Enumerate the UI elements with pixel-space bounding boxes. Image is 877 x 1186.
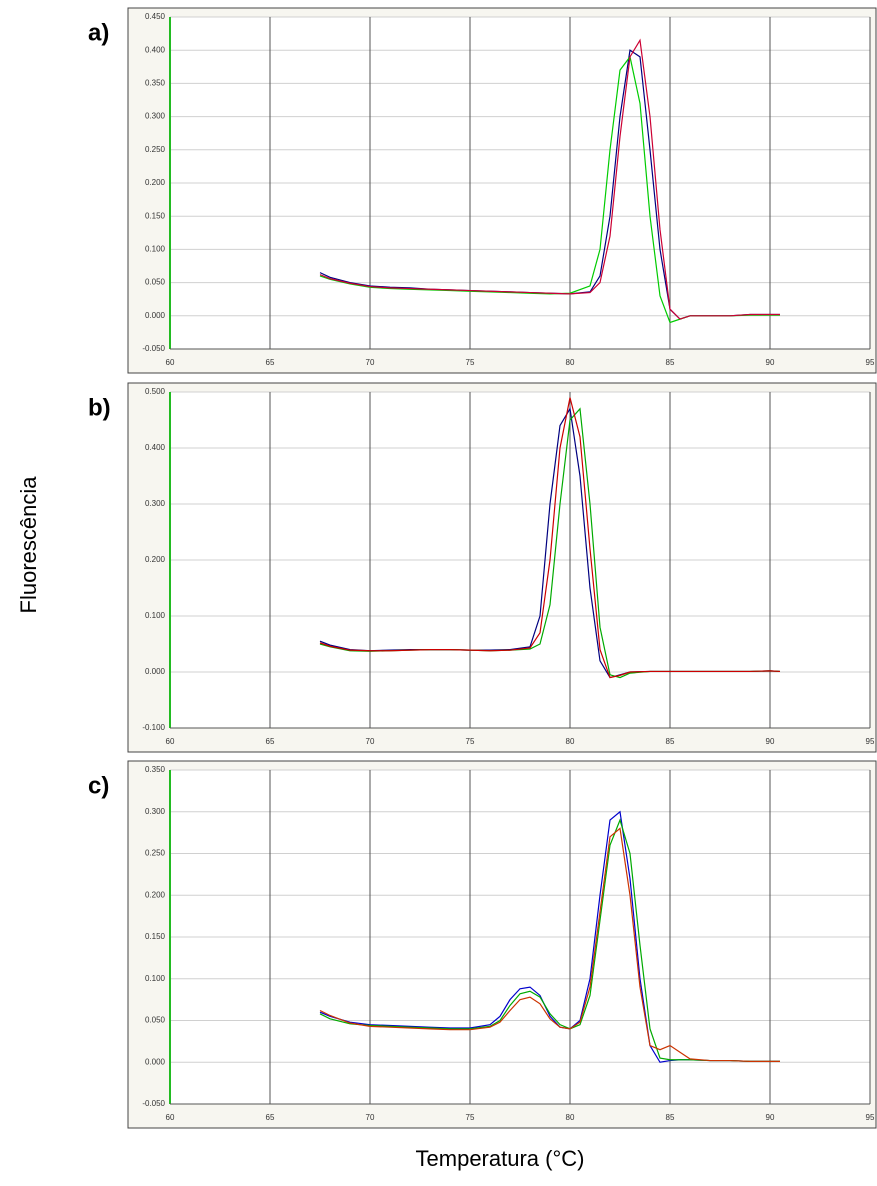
x-axis-title: Temperatura (°C)	[416, 1146, 585, 1171]
x-tick-label: 90	[766, 737, 775, 746]
x-tick-label: 75	[466, 737, 475, 746]
series-line	[319, 827, 780, 1063]
x-tick-label: 90	[766, 1113, 775, 1122]
y-tick-label: 0.000	[145, 311, 166, 320]
x-tick-label: 80	[566, 737, 575, 746]
panel-label: c)	[88, 772, 109, 799]
y-tick-label: 0.250	[145, 849, 166, 858]
x-tick-label: 80	[566, 358, 575, 367]
y-tick-label: 0.450	[145, 12, 166, 21]
y-tick-label: 0.000	[145, 667, 166, 676]
x-tick-label: 60	[166, 737, 175, 746]
y-tick-label: 0.300	[145, 807, 166, 816]
x-tick-label: 95	[866, 737, 875, 746]
y-tick-label: 0.000	[145, 1057, 166, 1066]
y-tick-label: -0.050	[142, 1099, 165, 1108]
y-tick-label: 0.350	[145, 79, 166, 88]
y-tick-label: 0.200	[145, 178, 166, 187]
y-axis-title: Fluorescência	[16, 476, 41, 614]
x-tick-label: 65	[266, 358, 275, 367]
x-tick-label: 95	[866, 358, 875, 367]
x-tick-label: 65	[266, 1113, 275, 1122]
y-tick-label: 0.300	[145, 499, 166, 508]
y-tick-label: 0.200	[145, 555, 166, 564]
x-tick-label: 95	[866, 1113, 875, 1122]
y-tick-label: 0.300	[145, 112, 166, 121]
x-tick-label: 60	[166, 1113, 175, 1122]
y-tick-label: -0.100	[142, 723, 165, 732]
y-tick-label: 0.400	[145, 443, 166, 452]
y-tick-label: 0.100	[145, 245, 166, 254]
y-tick-label: 0.200	[145, 890, 166, 899]
y-tick-label: 0.400	[145, 45, 166, 54]
panel-label: a)	[88, 19, 109, 46]
series-line	[319, 397, 781, 679]
y-tick-label: 0.500	[145, 387, 166, 396]
x-tick-label: 85	[666, 358, 675, 367]
y-tick-label: 0.150	[145, 211, 166, 220]
y-tick-label: 0.350	[145, 765, 166, 774]
x-tick-label: 65	[266, 737, 275, 746]
series-line	[319, 38, 780, 320]
x-tick-label: 70	[366, 1113, 375, 1122]
y-tick-label: 0.050	[145, 278, 166, 287]
panel-label: b)	[88, 394, 111, 421]
x-tick-label: 75	[466, 1113, 475, 1122]
x-tick-label: 85	[666, 1113, 675, 1122]
x-tick-label: 85	[666, 737, 675, 746]
y-tick-label: -0.050	[142, 344, 165, 353]
x-tick-label: 75	[466, 358, 475, 367]
x-tick-label: 70	[366, 358, 375, 367]
x-tick-label: 60	[166, 358, 175, 367]
y-tick-label: 0.250	[145, 145, 166, 154]
x-tick-label: 90	[766, 358, 775, 367]
x-tick-label: 80	[566, 1113, 575, 1122]
y-tick-label: 0.100	[145, 611, 166, 620]
y-tick-label: 0.150	[145, 932, 166, 941]
x-tick-label: 70	[366, 737, 375, 746]
y-tick-label: 0.050	[145, 1016, 166, 1025]
y-tick-label: 0.100	[145, 974, 166, 983]
